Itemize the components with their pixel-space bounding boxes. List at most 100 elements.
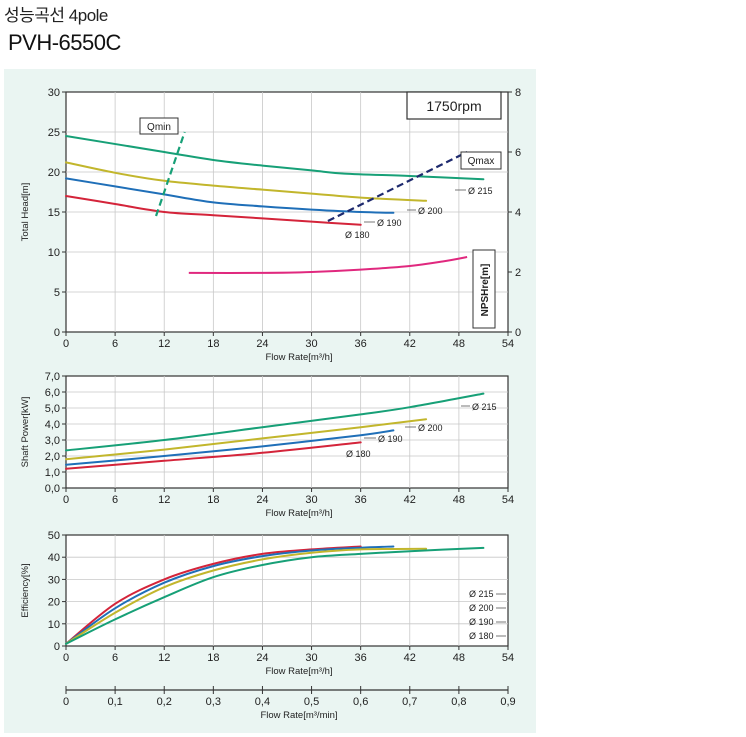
- head-chart-y2tick-label: 8: [515, 87, 521, 99]
- flow-min-tick-label: 0,9: [500, 696, 515, 708]
- flow-min-tick-label: 0,1: [107, 696, 122, 708]
- efficiency-chart-ytick-label: 0: [54, 641, 60, 653]
- flow-min-tick-label: 0,2: [157, 696, 172, 708]
- power-chart-ytick-label: 2,0: [45, 451, 60, 463]
- efficiency-curve-d190: [65, 545, 395, 645]
- head-chart-xtick-label: 0: [63, 338, 69, 350]
- power-series-label: Ø 200: [418, 423, 443, 433]
- npsh-axis-label: NPSHre[m]: [480, 264, 491, 317]
- qmax-label: Qmax: [468, 156, 495, 167]
- qmin-label-box: [139, 117, 179, 135]
- head-chart-xtick-label: 36: [355, 338, 367, 350]
- power-chart-xtick-label: 54: [502, 494, 514, 506]
- efficiency-chart-ytick-label: 10: [48, 619, 60, 631]
- head-chart-xtick-label: 24: [256, 338, 268, 350]
- efficiency-chart-xtick-label: 24: [256, 652, 268, 664]
- head-chart-ytick-label: 15: [48, 207, 60, 219]
- head-chart-y2tick-label: 4: [515, 207, 521, 219]
- efficiency-legend-item: Ø 200: [469, 603, 494, 613]
- efficiency-chart-xtick-label: 42: [404, 652, 416, 664]
- flow-min-tick-label: 0: [63, 696, 69, 708]
- efficiency-chart-ytick-label: 40: [48, 552, 60, 564]
- efficiency-curve-d180: [65, 545, 362, 645]
- head-chart-xtick-label: 54: [502, 338, 514, 350]
- efficiency-chart-x-axis-label: Flow Rate[m³/h]: [265, 666, 332, 677]
- head-chart-y2tick-label: 6: [515, 147, 521, 159]
- power-chart-xtick-label: 0: [63, 494, 69, 506]
- power-chart-ytick-label: 0,0: [45, 483, 60, 495]
- efficiency-chart-xtick-label: 6: [112, 652, 118, 664]
- power-chart-y-axis-label: Shaft Power[kW]: [20, 397, 31, 468]
- efficiency-chart-xtick-label: 54: [502, 652, 514, 664]
- head-curve-d190: [65, 177, 395, 214]
- efficiency-chart-xtick-label: 0: [63, 652, 69, 664]
- power-chart-ytick-label: 7,0: [45, 371, 60, 383]
- power-chart-xtick-label: 24: [256, 494, 268, 506]
- efficiency-curve-d200: [65, 547, 428, 645]
- power-chart-plot-area: [65, 375, 509, 489]
- head-curve-d180: [65, 195, 362, 226]
- efficiency-chart-xtick-label: 48: [453, 652, 465, 664]
- power-chart-ytick-label: 4,0: [45, 419, 60, 431]
- flow-min-tick-label: 0,7: [402, 696, 417, 708]
- flow-min-axis-label: Flow Rate[m³/min]: [260, 710, 337, 721]
- head-chart-ytick-label: 5: [54, 287, 60, 299]
- head-series-label: Ø 180: [345, 230, 370, 240]
- efficiency-chart-xtick-label: 36: [355, 652, 367, 664]
- power-chart-ytick-label: 5,0: [45, 403, 60, 415]
- power-chart-xtick-label: 6: [112, 494, 118, 506]
- power-curve-d215: [65, 392, 485, 452]
- head-series-label: Ø 190: [377, 218, 402, 228]
- qmin-label: Qmin: [147, 122, 171, 133]
- model-name: PVH-6550C: [8, 30, 121, 55]
- power-series-label: Ø 215: [472, 402, 497, 412]
- power-chart-xtick-label: 36: [355, 494, 367, 506]
- power-chart-x-axis-label: Flow Rate[m³/h]: [265, 508, 332, 519]
- efficiency-chart-ytick-label: 50: [48, 530, 60, 542]
- rpm-badge-label: 1750rpm: [426, 98, 481, 114]
- head-chart-xtick-label: 18: [207, 338, 219, 350]
- head-chart-ytick-label: 10: [48, 247, 60, 259]
- efficiency-chart-xtick-label: 18: [207, 652, 219, 664]
- npsh-label-box: [472, 249, 496, 329]
- head-chart-y-axis-label: Total Head[m]: [20, 183, 31, 242]
- flow-min-tick-label: 0,3: [206, 696, 221, 708]
- qmax-line: [327, 151, 468, 222]
- head-chart-xtick-label: 12: [158, 338, 170, 350]
- power-chart-ytick-label: 1,0: [45, 467, 60, 479]
- efficiency-chart-xtick-label: 30: [305, 652, 317, 664]
- efficiency-chart-y-axis-label: Efficiency[%]: [20, 563, 31, 617]
- power-chart-xtick-label: 12: [158, 494, 170, 506]
- efficiency-chart-xtick-label: 12: [158, 652, 170, 664]
- head-chart-xtick-label: 48: [453, 338, 465, 350]
- efficiency-chart-ytick-label: 20: [48, 597, 60, 609]
- efficiency-legend-item: Ø 180: [469, 631, 494, 641]
- efficiency-chart-ytick-label: 30: [48, 574, 60, 586]
- flow-min-tick-label: 0,4: [255, 696, 270, 708]
- head-chart-ytick-label: 30: [48, 87, 60, 99]
- page-title-korean: 성능곡선 4pole: [4, 6, 108, 25]
- efficiency-curve-d215: [65, 546, 485, 645]
- head-chart-xtick-label: 6: [112, 338, 118, 350]
- npsh-curve: [188, 256, 468, 274]
- power-chart-xtick-label: 48: [453, 494, 465, 506]
- efficiency-legend-item: Ø 215: [469, 589, 494, 599]
- efficiency-legend-item: Ø 190: [469, 617, 494, 627]
- power-series-label: Ø 180: [346, 449, 371, 459]
- head-series-label: Ø 200: [418, 206, 443, 216]
- head-chart-ytick-label: 0: [54, 327, 60, 339]
- power-curve-d200: [65, 418, 428, 461]
- head-chart-y2tick-label: 0: [515, 327, 521, 339]
- qmin-line: [154, 131, 186, 217]
- flow-min-tick-label: 0,8: [451, 696, 466, 708]
- head-chart-x-axis-label: Flow Rate[m³/h]: [265, 352, 332, 363]
- flow-min-tick-label: 0,5: [304, 696, 319, 708]
- flow-min-tick-label: 0,6: [353, 696, 368, 708]
- rpm-badge: [406, 91, 502, 120]
- head-chart-y2tick-label: 2: [515, 267, 521, 279]
- power-chart-xtick-label: 30: [305, 494, 317, 506]
- head-chart-xtick-label: 30: [305, 338, 317, 350]
- head-series-label: Ø 215: [468, 186, 493, 196]
- power-chart-xtick-label: 18: [207, 494, 219, 506]
